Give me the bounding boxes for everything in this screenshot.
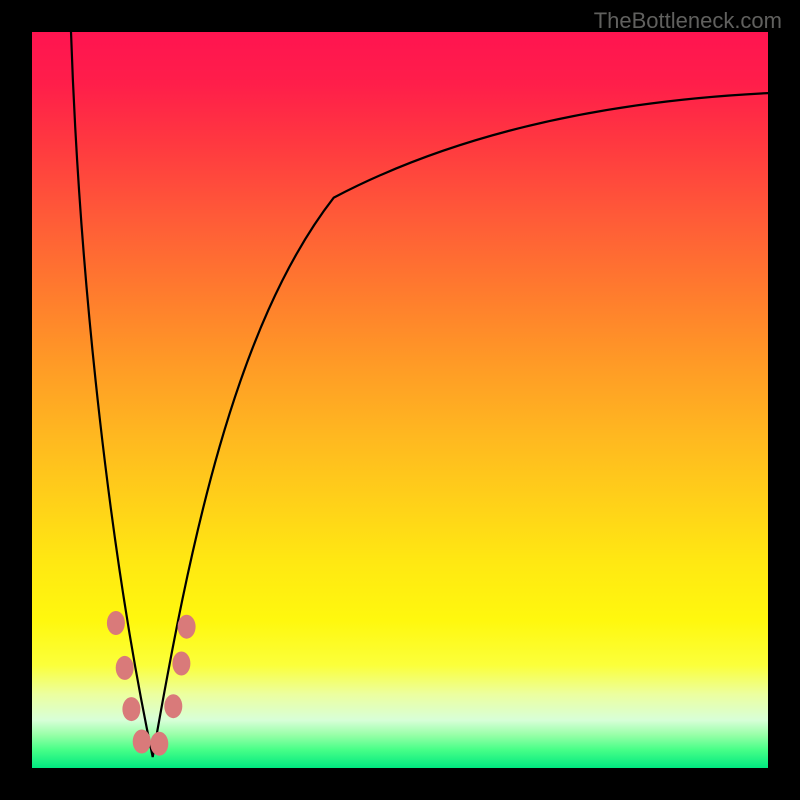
- data-marker: [178, 615, 196, 639]
- data-marker: [107, 611, 125, 635]
- data-marker: [164, 694, 182, 718]
- watermark-text: TheBottleneck.com: [594, 8, 782, 34]
- data-marker: [172, 652, 190, 676]
- data-marker: [122, 697, 140, 721]
- data-marker: [133, 730, 151, 754]
- data-marker: [116, 656, 134, 680]
- data-marker: [150, 732, 168, 756]
- plot-background: [32, 32, 768, 768]
- chart-container: TheBottleneck.com: [0, 0, 800, 800]
- bottleneck-chart: [0, 0, 800, 800]
